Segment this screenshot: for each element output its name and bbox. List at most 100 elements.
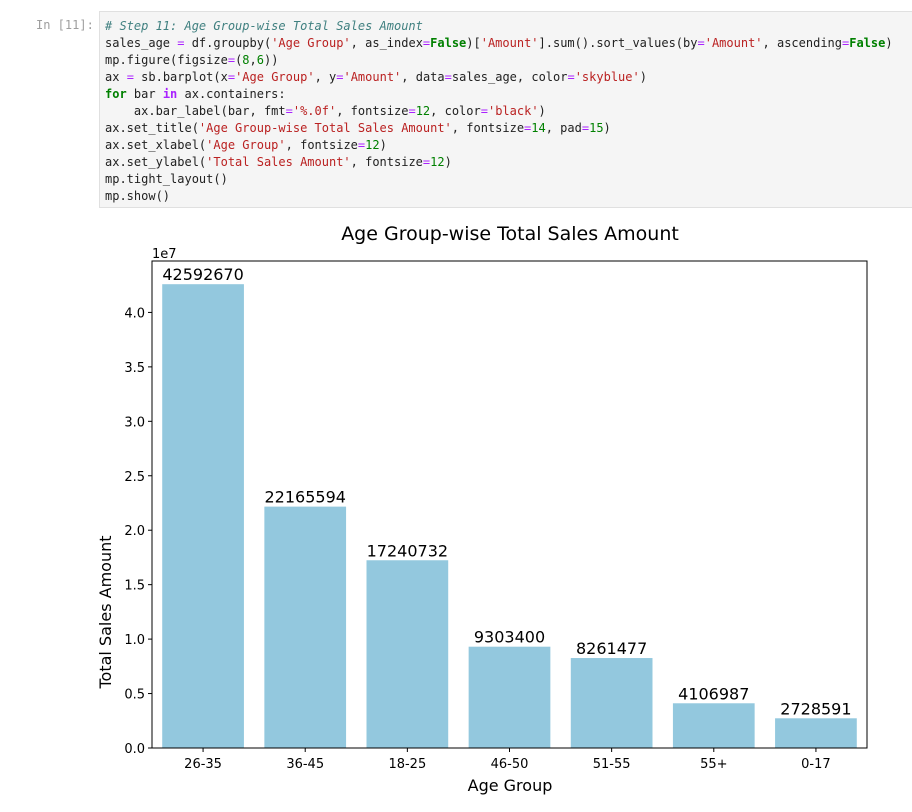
code-token: 'Amount' xyxy=(480,36,539,50)
code-token: , xyxy=(249,53,257,67)
bar-data-label: 22165594 xyxy=(264,488,345,507)
bar-0-17 xyxy=(775,718,857,748)
code-token: ) xyxy=(639,70,647,84)
x-tick-label: 46-50 xyxy=(491,757,529,772)
cell-prompt: In [11]: xyxy=(36,18,94,32)
code-token: 12 xyxy=(430,155,445,169)
bar-labels-group: 42592670 22165594 17240732 9303400 8261477 41… xyxy=(162,265,851,718)
code-token: 'black' xyxy=(487,104,539,118)
code-token: ax.set_title( xyxy=(105,121,199,135)
code-token: = xyxy=(444,70,452,84)
code-token: mp.tight_layout() xyxy=(105,172,228,186)
y-axis-label: Total Sales Amount xyxy=(99,536,115,690)
x-tick-label: 18-25 xyxy=(388,757,426,772)
code-token: 12 xyxy=(415,104,431,118)
code-token: False xyxy=(430,36,467,50)
code-token: , fontsize xyxy=(451,121,525,135)
code-token: ax.bar_label(bar, fmt xyxy=(105,104,286,118)
code-cell[interactable]: # Step 11: Age Group-wise Total Sales Am… xyxy=(99,11,912,208)
y-axis: 0.0 0.5 1.0 1.5 2.0 2.5 3.0 3.5 4.0 xyxy=(124,306,152,757)
x-axis: 26-35 36-45 18-25 46-50 51-55 55+ 0-17 xyxy=(184,748,831,772)
x-tick-label: 51-55 xyxy=(593,757,631,772)
code-token: ) xyxy=(603,121,611,135)
code-token: ax xyxy=(105,70,127,84)
code-token: )) xyxy=(264,53,279,67)
code-token: in xyxy=(162,87,178,101)
code-token: = xyxy=(336,70,344,84)
code-token: , pad xyxy=(545,121,582,135)
code-token: df.groupby( xyxy=(184,36,272,50)
code-token: for xyxy=(105,87,127,101)
x-tick-label: 26-35 xyxy=(184,757,222,772)
y-tick-label: 3.0 xyxy=(124,415,145,430)
plot-frame xyxy=(151,260,868,749)
y-offset-label: 1e7 xyxy=(152,247,177,262)
y-tick-label: 0.5 xyxy=(124,688,145,703)
x-tick-label: 36-45 xyxy=(286,757,324,772)
bar-data-label: 42592670 xyxy=(162,265,243,284)
code-token: bar xyxy=(126,87,163,101)
y-tick-label: 1.0 xyxy=(124,633,145,648)
code-token: ) xyxy=(885,36,893,50)
code-token: = xyxy=(285,104,293,118)
code-token: = xyxy=(524,121,532,135)
code-token: 'Age Group' xyxy=(235,70,315,84)
code-token: 14 xyxy=(531,121,546,135)
code-token: = xyxy=(697,36,705,50)
code-token: = xyxy=(422,155,431,169)
x-tick-label: 55+ xyxy=(700,757,727,772)
y-tick-label: 1.5 xyxy=(124,579,145,594)
code-token: False xyxy=(849,36,886,50)
bar-chart: Age Group-wise Total Sales Amount 1e7 42… xyxy=(96,223,868,795)
y-tick-label: 0.0 xyxy=(124,742,145,757)
code-token: , data xyxy=(401,70,445,84)
code-token: = xyxy=(227,53,236,67)
chart-title: Age Group-wise Total Sales Amount xyxy=(341,223,679,245)
code-token: , y xyxy=(314,70,337,84)
y-tick-label: 3.5 xyxy=(124,361,145,376)
code-token: ) xyxy=(379,138,387,152)
code-token: sb.barplot(x xyxy=(133,70,228,84)
bar-51-55 xyxy=(570,658,653,748)
code-token: = xyxy=(408,104,416,118)
bar-36-45 xyxy=(264,506,347,748)
code-token: '%.0f' xyxy=(292,104,337,118)
code-token: ax.set_ylabel( xyxy=(105,155,207,169)
code-token: )[ xyxy=(466,36,481,50)
bar-55+ xyxy=(672,703,755,748)
code-token: , fontsize xyxy=(350,155,423,169)
code-token: ( xyxy=(235,53,243,67)
code-token: , ascending xyxy=(762,36,842,50)
code-token: sales_age xyxy=(105,36,178,50)
bars-group xyxy=(162,284,857,748)
code-token: 15 xyxy=(589,121,604,135)
code-editor[interactable]: # Step 11: Age Group-wise Total Sales Am… xyxy=(105,18,893,205)
code-token: 'Age Group' xyxy=(206,138,286,152)
code-token: , fontsize xyxy=(336,104,409,118)
code-token: 8 xyxy=(242,53,250,67)
y-tick-label: 2.0 xyxy=(124,524,145,539)
code-token: = xyxy=(227,70,236,84)
code-token: , fontsize xyxy=(285,138,358,152)
x-axis-label: Age Group xyxy=(468,776,553,795)
code-token: = xyxy=(581,121,590,135)
code-token: ].sum().sort_values(by xyxy=(538,36,698,50)
y-tick-label: 4.0 xyxy=(124,306,145,321)
code-token: ax.set_xlabel( xyxy=(105,138,207,152)
code-token: ) xyxy=(444,155,452,169)
code-token: 'Age Group-wise Total Sales Amount' xyxy=(198,121,452,135)
code-token: 'skyblue' xyxy=(574,70,640,84)
code-token: 12 xyxy=(365,138,380,152)
bar-26-35 xyxy=(162,284,244,748)
code-token: 'Amount' xyxy=(343,70,402,84)
code-token: , as_index xyxy=(350,36,423,50)
code-token: , color xyxy=(430,104,481,118)
bar-data-label: 9303400 xyxy=(474,628,545,647)
code-token: = xyxy=(842,36,850,50)
code-token: # Step 11: Age Group-wise Total Sales Am… xyxy=(105,19,423,33)
cell-output: Age Group-wise Total Sales Amount 1e7 42… xyxy=(96,208,912,808)
bar-46-50 xyxy=(468,646,551,748)
code-token: ax.containers: xyxy=(177,87,286,101)
code-token: = xyxy=(177,36,185,50)
bar-data-label: 8261477 xyxy=(576,639,647,658)
